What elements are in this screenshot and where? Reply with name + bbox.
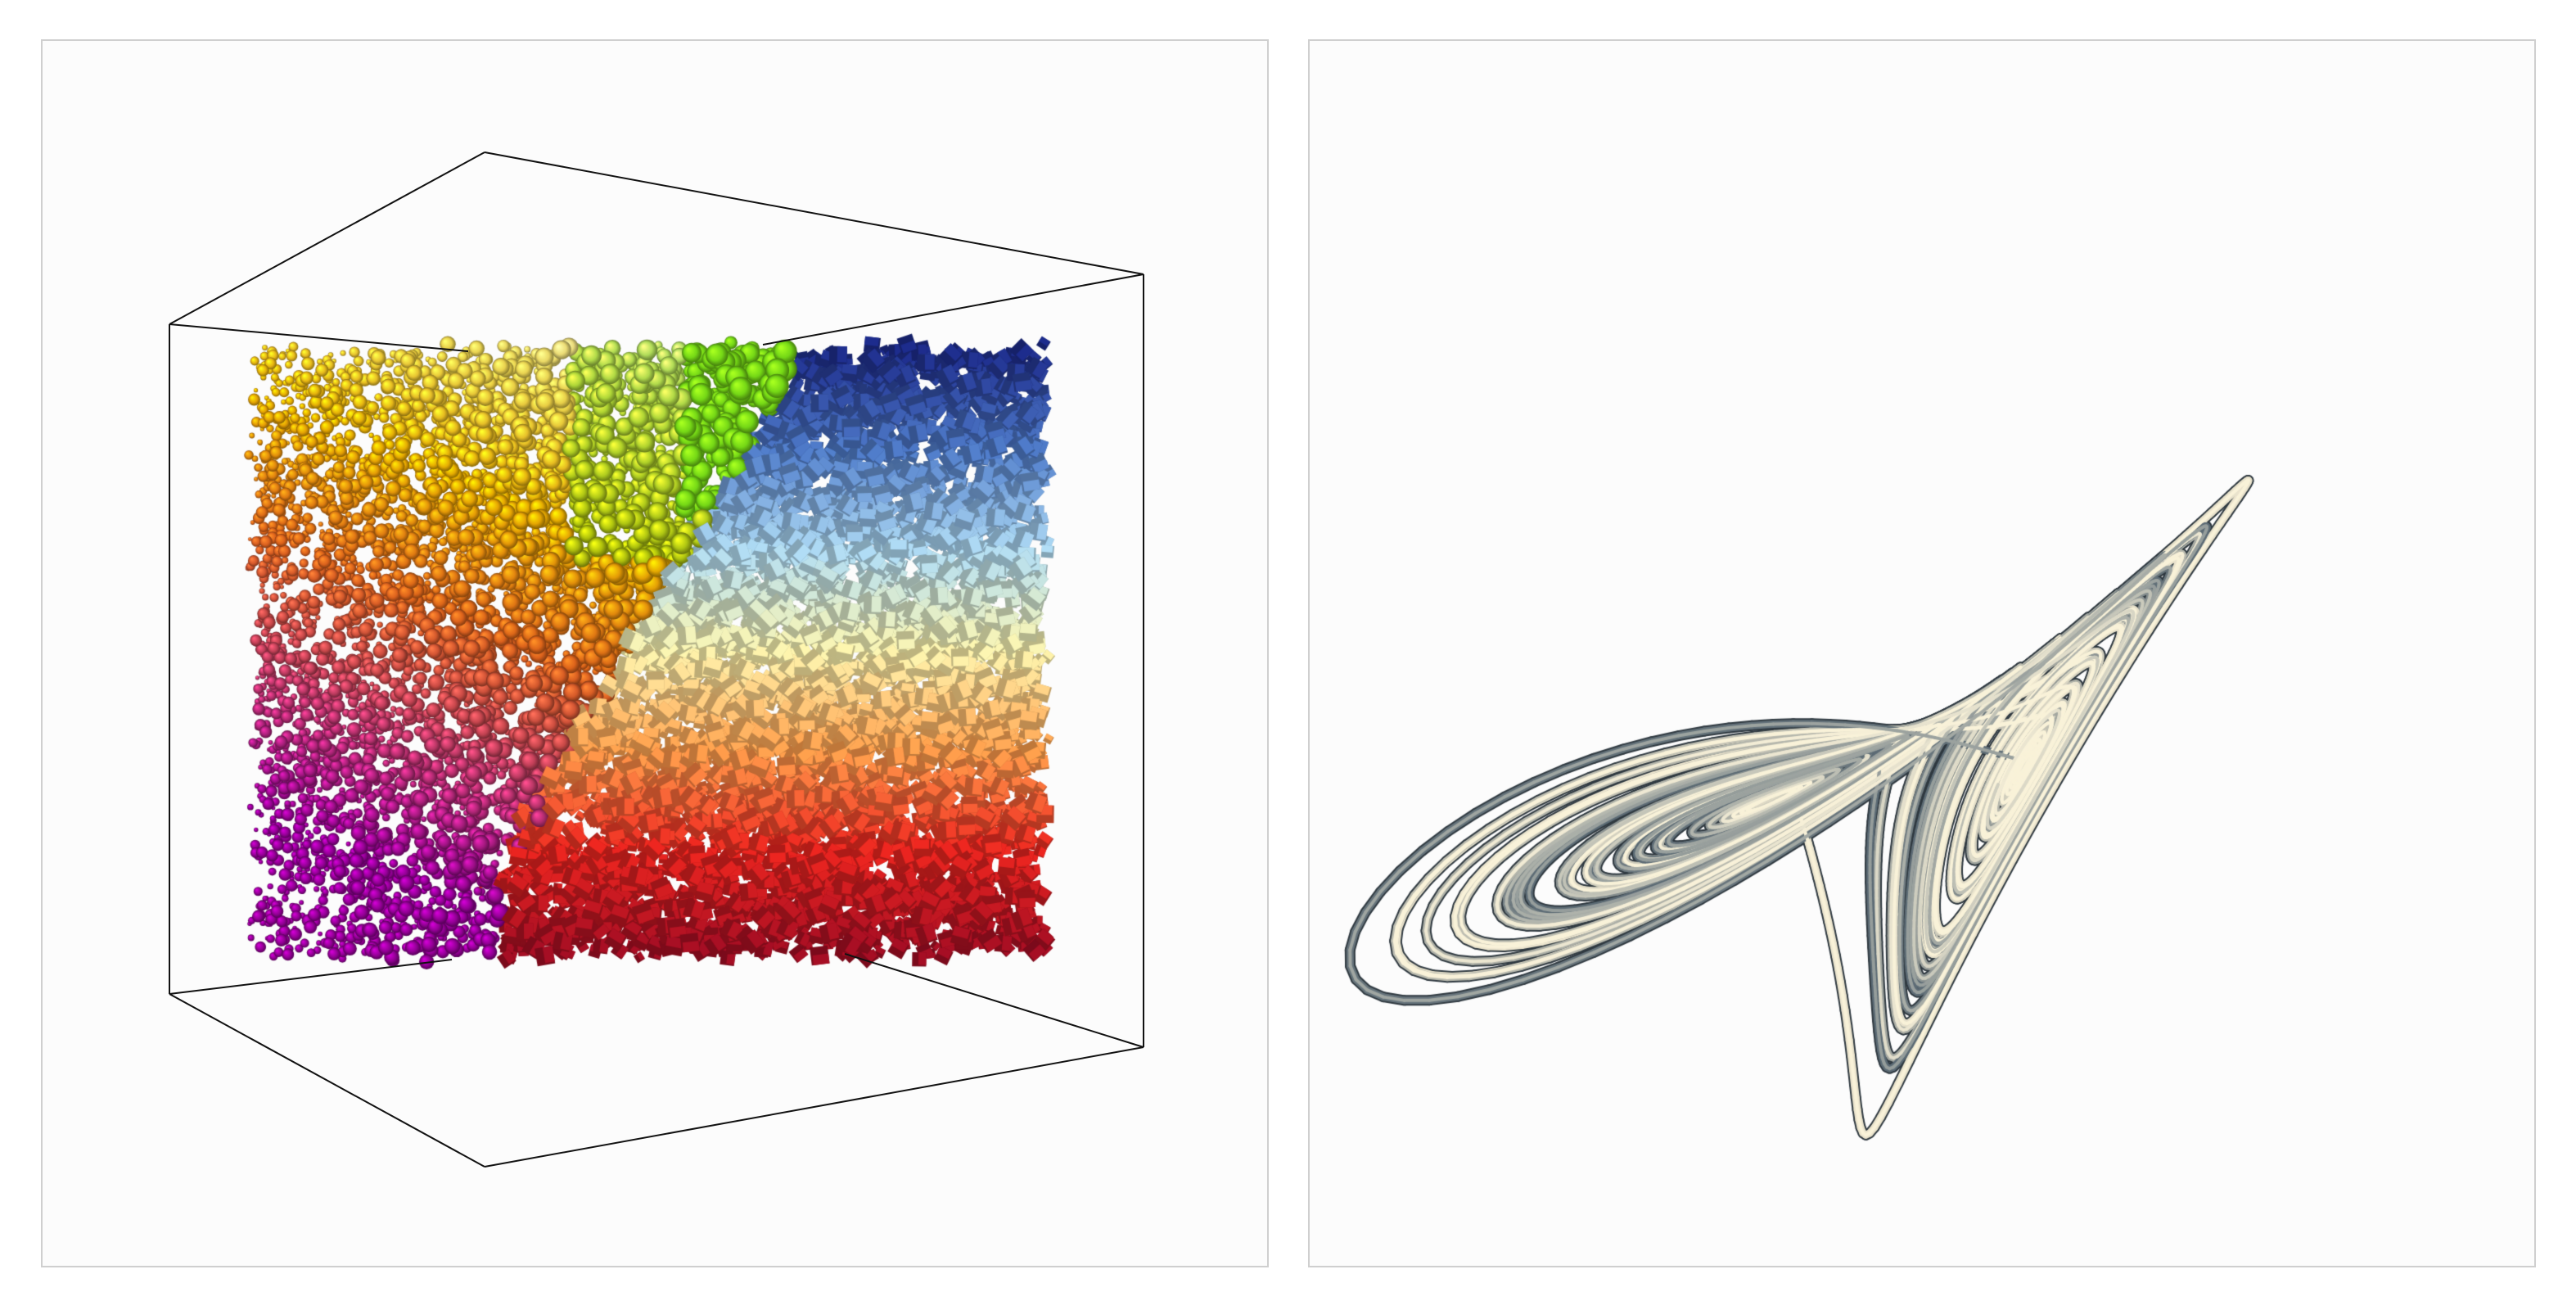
- box-edge-inner-top: [169, 323, 469, 352]
- box-edge-top-left: [169, 151, 485, 325]
- box-edge-inner-top-right: [762, 273, 1144, 346]
- box-edge-bottom-left: [169, 993, 485, 1168]
- bounding-box: [169, 151, 1144, 1168]
- lorenz-panel: [1308, 39, 2536, 1267]
- box-edge-inner-bottom: [169, 959, 453, 995]
- box-edge-top-back: [484, 151, 1144, 275]
- box-edge-inner-bottom-right: [844, 953, 1144, 1048]
- box-edge-bottom-front: [484, 1046, 1144, 1168]
- lorenz-attractor: [1310, 41, 2534, 1266]
- scatter-3d-panel: [41, 39, 1269, 1267]
